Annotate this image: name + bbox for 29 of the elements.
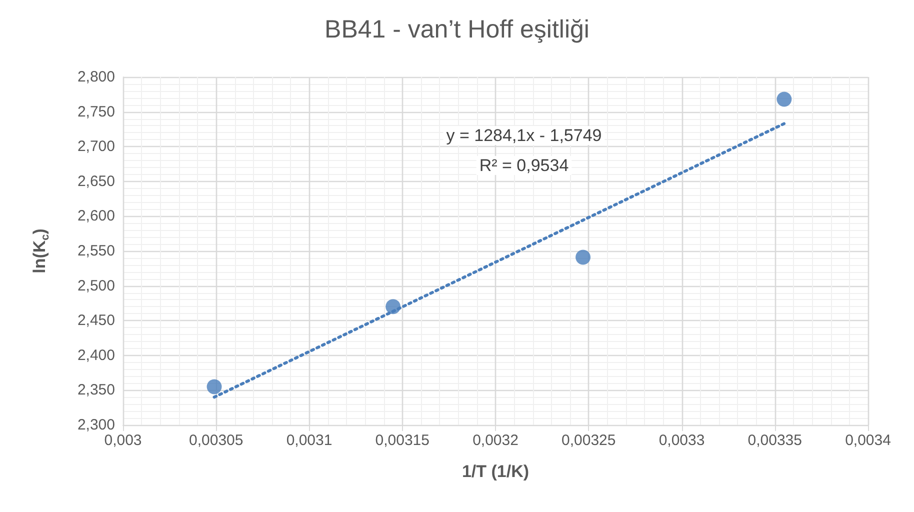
x-tick-label: 0,0031 <box>286 432 332 449</box>
x-tick-label: 0,003 <box>104 432 142 449</box>
y-tick-label: 2,300 <box>77 416 115 434</box>
x-tick-label: 0,0033 <box>658 432 705 449</box>
x-tick-label: 0,0034 <box>845 432 891 449</box>
point <box>576 250 591 265</box>
point <box>206 379 222 394</box>
point <box>386 299 401 314</box>
y-tick-label: 2,650 <box>77 172 115 190</box>
chart-title: BB41 - van’t Hoff eşitliği <box>324 16 590 44</box>
x-tick-label: 0,00305 <box>189 432 244 449</box>
y-tick-label: 2,400 <box>77 346 115 364</box>
x-tick-label: 0,00325 <box>562 432 616 449</box>
x-tick-label: 0,00335 <box>748 432 802 449</box>
annotation: R² = 0,9534 <box>479 156 569 175</box>
point <box>776 92 792 107</box>
y-tick-label: 2,350 <box>77 382 115 399</box>
y-tick-label: 2,750 <box>77 103 115 120</box>
y-tick-label: 2,800 <box>77 68 115 86</box>
y-tick-label: 2,700 <box>77 138 115 156</box>
y-tick-label: 2,450 <box>77 312 115 330</box>
y-tick-label: 2,500 <box>77 277 115 294</box>
annotation: y = 1284,1x - 1,5749 <box>446 126 602 145</box>
y-tick-label: 2,550 <box>77 242 115 260</box>
x-axis-title: 1/T (1/K) <box>462 462 530 481</box>
y-axis-title: ln(Kc) <box>30 228 52 274</box>
x-tick-label: 0,0032 <box>472 432 518 449</box>
x-tick-label: 0,00315 <box>375 432 430 449</box>
y-tick-label: 2,600 <box>77 208 115 225</box>
